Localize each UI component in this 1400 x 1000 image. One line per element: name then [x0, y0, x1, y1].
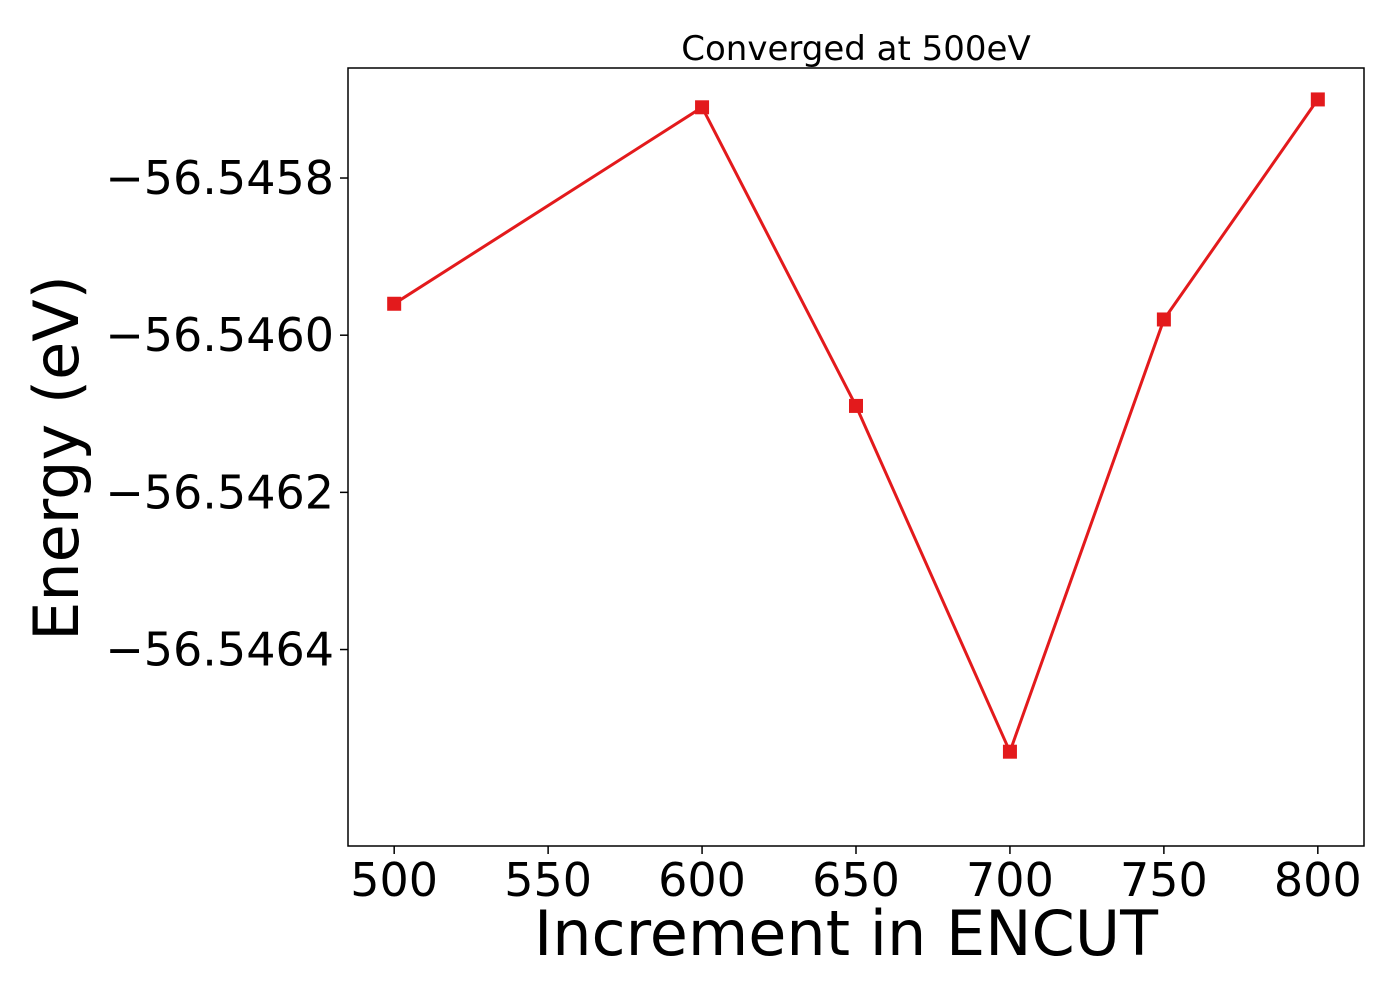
y-tick-label: −56.5460 — [105, 308, 334, 362]
data-point-marker — [1002, 744, 1017, 759]
data-point-marker — [1310, 92, 1325, 107]
chart-title: Converged at 500eV — [681, 29, 1030, 69]
data-point-marker — [387, 296, 402, 311]
data-point-marker — [1156, 312, 1171, 327]
plot-frame — [347, 67, 1365, 847]
data-point-marker — [849, 398, 863, 413]
y-axis-label: Energy (eV) — [20, 275, 93, 641]
series-markers — [387, 92, 1325, 759]
x-tick-label: 800 — [1274, 853, 1362, 907]
x-axis: 500 550 600 650 700 750 800 — [350, 846, 1362, 907]
x-tick-label: 650 — [812, 853, 900, 907]
x-tick-label: 700 — [966, 853, 1054, 907]
y-axis: −56.5458 −56.5460 −56.5462 −56.5464 — [105, 151, 348, 677]
x-tick-label: 750 — [1120, 853, 1208, 907]
y-tick-label: −56.5458 — [105, 151, 334, 205]
x-tick-label: 500 — [350, 853, 438, 907]
x-tick-label: 600 — [658, 853, 746, 907]
data-point-marker — [695, 100, 710, 115]
y-tick-label: −56.5462 — [105, 465, 334, 519]
y-tick-label: −56.5464 — [105, 623, 334, 677]
x-axis-label: Increment in ENCUT — [534, 897, 1159, 970]
x-tick-label: 550 — [504, 853, 592, 907]
series-line — [393, 98, 1320, 754]
